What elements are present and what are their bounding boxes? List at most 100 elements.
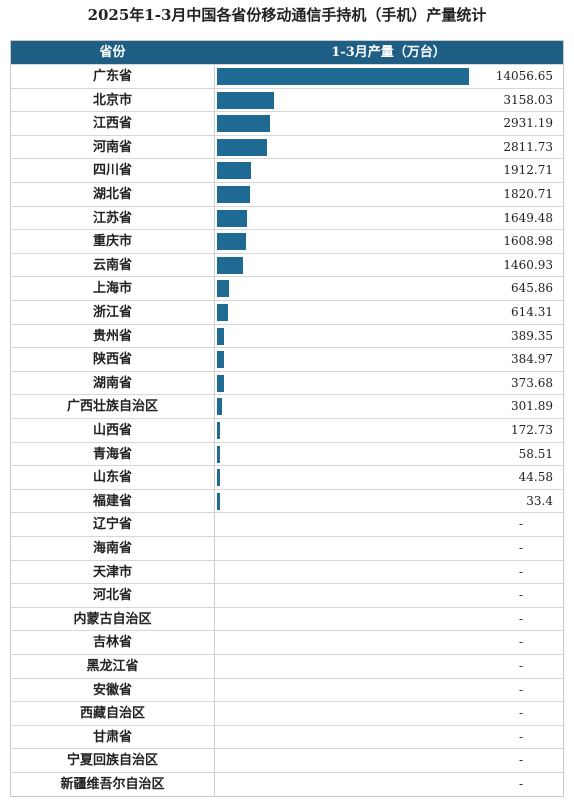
table-row: 海南省 - (11, 536, 563, 560)
province-name: 广东省 (92, 69, 132, 84)
value-label: 1912.71 (503, 163, 553, 178)
table-row: 浙江省 614.31 (11, 300, 563, 324)
table-row: 山东省 44.58 (11, 465, 563, 489)
value-label: - (518, 564, 523, 579)
table-row: 湖南省 373.68 (11, 370, 563, 395)
value-bar (217, 68, 469, 85)
value-bar (217, 162, 252, 180)
value-bar (217, 398, 223, 416)
province-name: 广西壮族自治区 (66, 399, 158, 415)
province-name: 重庆市 (92, 234, 132, 250)
province-name: 河南省 (92, 139, 132, 155)
value-label: 645.86 (511, 281, 553, 296)
table-row: 河北省 - (11, 583, 563, 607)
table-row: 贵州省 389.35 (11, 323, 563, 348)
value-label: 58.51 (518, 446, 553, 461)
table-row: 内蒙古自治区 - (11, 606, 563, 631)
value-label: 2931.19 (503, 116, 553, 131)
province-name: 吉林省 (92, 635, 132, 651)
province-name: 黑龙江省 (86, 659, 139, 674)
province-name: 河北省 (92, 588, 132, 604)
table-row: 广东省 14056.65 (11, 64, 563, 88)
table-row: 河南省 2811.73 (11, 134, 563, 159)
value-bar (217, 327, 224, 345)
value-label: - (518, 541, 523, 555)
value-bar (217, 492, 220, 510)
header-value: 1-3月产量（万台） (331, 45, 446, 60)
province-name: 云南省 (92, 257, 132, 273)
value-label: - (518, 635, 523, 650)
table-row: 北京市 3158.03 (11, 87, 563, 112)
value-bar (217, 280, 229, 298)
value-label: - (518, 517, 523, 532)
header-province: 省份 (99, 45, 126, 60)
value-label: 614.31 (511, 305, 553, 319)
province-name: 安徽省 (92, 682, 132, 698)
value-label: 44.58 (518, 470, 553, 485)
value-label: 389.35 (511, 328, 553, 343)
value-bar (217, 304, 228, 321)
table-row: 安徽省 - (11, 677, 563, 702)
value-label: - (518, 777, 523, 791)
value-bar (217, 186, 250, 203)
table-row: 天津市 - (11, 559, 563, 584)
table-row: 吉林省 - (11, 630, 563, 654)
province-name: 新疆维吾尔自治区 (60, 777, 165, 792)
table-row: 湖北省 1820.71 (11, 182, 563, 206)
table-row: 西藏自治区 - (11, 701, 563, 725)
table-row: 江西省 2931.19 (11, 111, 563, 135)
value-label: 172.73 (511, 423, 553, 437)
province-name: 贵州省 (92, 328, 132, 344)
value-label: - (518, 706, 523, 721)
table-row: 四川省 1912.71 (11, 158, 563, 182)
value-label: 373.68 (511, 375, 553, 390)
value-label: 14056.65 (495, 69, 553, 83)
value-bar (217, 422, 221, 439)
province-name: 四川省 (92, 163, 132, 179)
province-name: 海南省 (92, 541, 132, 556)
table-row: 新疆维吾尔自治区 - (11, 772, 563, 796)
value-label: - (518, 753, 523, 768)
province-name: 江西省 (92, 116, 132, 132)
value-bar (217, 256, 244, 274)
value-bar (217, 138, 268, 156)
table-row: 上海市 645.86 (11, 276, 563, 300)
table-row: 江苏省 1649.48 (11, 205, 563, 230)
value-label: - (518, 588, 523, 603)
value-label: 1649.48 (503, 210, 553, 225)
value-bar (217, 115, 270, 133)
province-name: 西藏自治区 (79, 706, 145, 722)
province-name: 福建省 (92, 493, 132, 509)
chart-title: 2025年1-3月中国各省份移动通信手持机（手机）产量统计 (87, 6, 487, 24)
table-row: 辽宁省 - (11, 512, 563, 536)
province-name: 内蒙古自治区 (73, 611, 152, 627)
data-table: 省份 1-3月产量（万台） 广东省 14056.65 北京市 3158.03 江西省 29… (10, 40, 564, 797)
table-row: 福建省 33.4 (11, 488, 563, 513)
table-row: 广西壮族自治区 301.89 (11, 394, 563, 418)
value-label: - (518, 611, 523, 626)
province-name: 湖北省 (92, 187, 132, 202)
value-bar (217, 374, 224, 392)
province-name: 辽宁省 (92, 517, 132, 533)
province-name: 陕西省 (92, 352, 132, 368)
value-bar (217, 351, 224, 369)
province-name: 青海省 (92, 446, 132, 462)
table-row: 重庆市 1608.98 (11, 229, 563, 253)
table-row: 青海省 58.51 (11, 441, 563, 466)
table-row: 云南省 1460.93 (11, 252, 563, 277)
value-label: - (518, 682, 523, 697)
value-label: 2811.73 (503, 139, 553, 154)
value-bar (217, 233, 246, 251)
value-label: 301.89 (511, 399, 553, 414)
province-name: 上海市 (92, 281, 132, 297)
table-row: 甘肃省 - (11, 724, 563, 749)
province-name: 江苏省 (92, 210, 132, 226)
value-label: 1608.98 (503, 234, 553, 249)
value-bar (217, 469, 220, 487)
value-label: - (518, 659, 523, 673)
province-name: 甘肃省 (92, 729, 132, 745)
province-name: 北京市 (92, 92, 132, 108)
table-row: 宁夏回族自治区 - (11, 748, 563, 772)
table-header: 省份 1-3月产量（万台） (11, 41, 563, 64)
province-name: 浙江省 (92, 305, 132, 320)
